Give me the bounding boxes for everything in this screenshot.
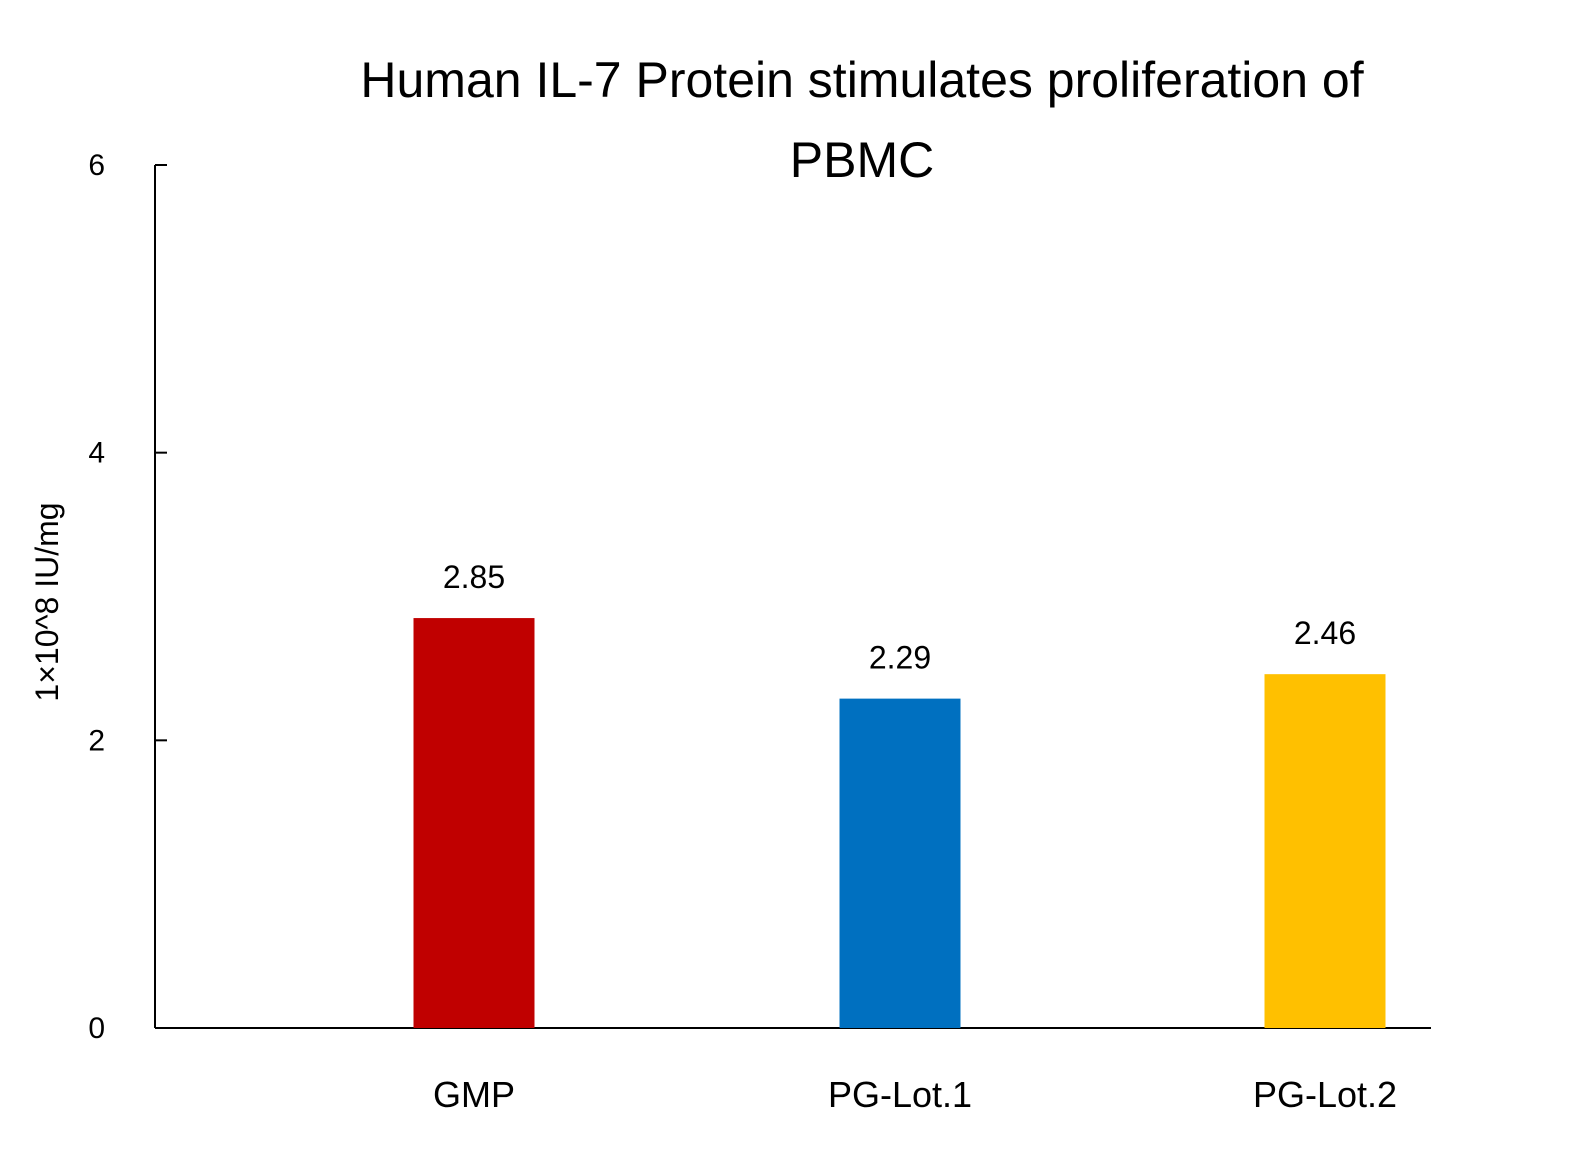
data-label-1: 2.29 <box>869 640 931 676</box>
y-tick-label-2: 4 <box>88 437 105 470</box>
chart-title-line-2: PBMC <box>790 132 934 188</box>
bar-0 <box>413 618 535 1028</box>
x-category-label-2: PG-Lot.2 <box>1253 1074 1397 1115</box>
plot-area: 0 2 4 6 2.85 GMP 2.29 PG-Lot.1 2.46 PG-Lot.2 <box>88 149 1431 1115</box>
y-tick-label-1: 2 <box>88 724 105 757</box>
y-tick-label-3: 6 <box>88 149 105 182</box>
data-label-2: 2.46 <box>1294 615 1356 651</box>
bar-2 <box>1264 674 1386 1028</box>
bar-1 <box>839 698 961 1028</box>
y-axis-title: 1×10^8 IU/mg <box>29 502 65 701</box>
data-label-0: 2.85 <box>443 559 505 595</box>
y-tick-label-0: 0 <box>88 1012 105 1045</box>
chart-title-line-1: Human IL-7 Protein stimulates proliferat… <box>360 52 1363 108</box>
x-category-label-0: GMP <box>433 1074 515 1115</box>
x-category-label-1: PG-Lot.1 <box>828 1074 972 1115</box>
